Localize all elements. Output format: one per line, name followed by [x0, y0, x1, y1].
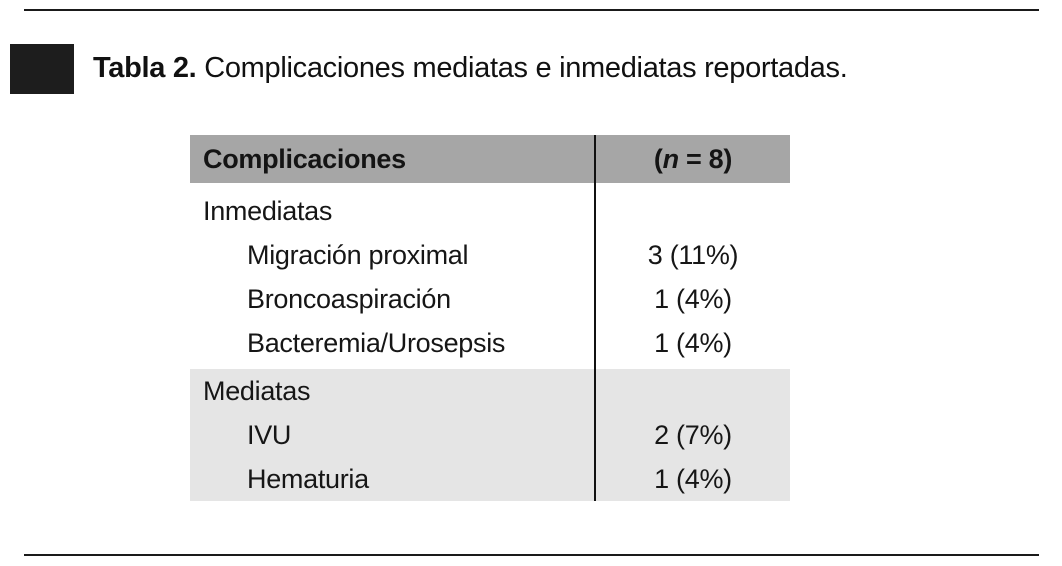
row-label: Migración proximal: [247, 239, 469, 270]
table-row: Broncoaspiración 1 (4%): [190, 277, 790, 321]
table-row: Hematuria 1 (4%): [190, 457, 790, 501]
caption-label: Tabla 2.: [93, 52, 197, 84]
row-value: 1 (4%): [654, 327, 732, 358]
caption-text: Tabla 2. Complicaciones mediatas e inmed…: [93, 44, 848, 85]
table-row: Inmediatas: [190, 189, 790, 233]
row-label: Bacteremia/Urosepsis: [247, 327, 506, 358]
caption-body: Complicaciones mediatas e inmediatas rep…: [204, 52, 848, 84]
table-row: Migración proximal 3 (11%): [190, 233, 790, 277]
table-header-row: Complicaciones (n = 8): [190, 135, 790, 183]
row-value: 3 (11%): [647, 239, 739, 270]
bottom-rule: [24, 554, 1039, 556]
column-divider: [594, 135, 596, 501]
table-section-mediatas: Mediatas IVU 2 (7%) Hematuria 1 (4%): [190, 369, 790, 501]
header-n-count: (n = 8): [596, 144, 790, 175]
row-label: Broncoaspiración: [247, 283, 451, 314]
header-n-rest: = 8): [678, 143, 733, 174]
header-n-variable: n: [662, 143, 680, 174]
section-name: Mediatas: [203, 375, 311, 406]
row-label: IVU: [247, 419, 292, 450]
table-section-inmediatas: Inmediatas Migración proximal 3 (11%) Br…: [190, 183, 790, 369]
table-caption: Tabla 2. Complicaciones mediatas e inmed…: [10, 44, 848, 94]
header-complications: Complicaciones: [203, 143, 406, 174]
header-n-open: (: [653, 143, 663, 174]
row-value: 2 (7%): [654, 419, 732, 450]
complications-table: Complicaciones (n = 8) Inmediatas Migrac…: [190, 135, 790, 501]
table-row: IVU 2 (7%): [190, 413, 790, 457]
section-name: Inmediatas: [203, 195, 333, 226]
table-row: Bacteremia/Urosepsis 1 (4%): [190, 321, 790, 365]
row-value: 1 (4%): [654, 463, 732, 494]
table-row: Mediatas: [190, 369, 790, 413]
row-label: Hematuria: [247, 463, 369, 494]
top-rule: [24, 9, 1039, 11]
row-value: 1 (4%): [654, 283, 732, 314]
caption-marker-square: [10, 44, 74, 94]
